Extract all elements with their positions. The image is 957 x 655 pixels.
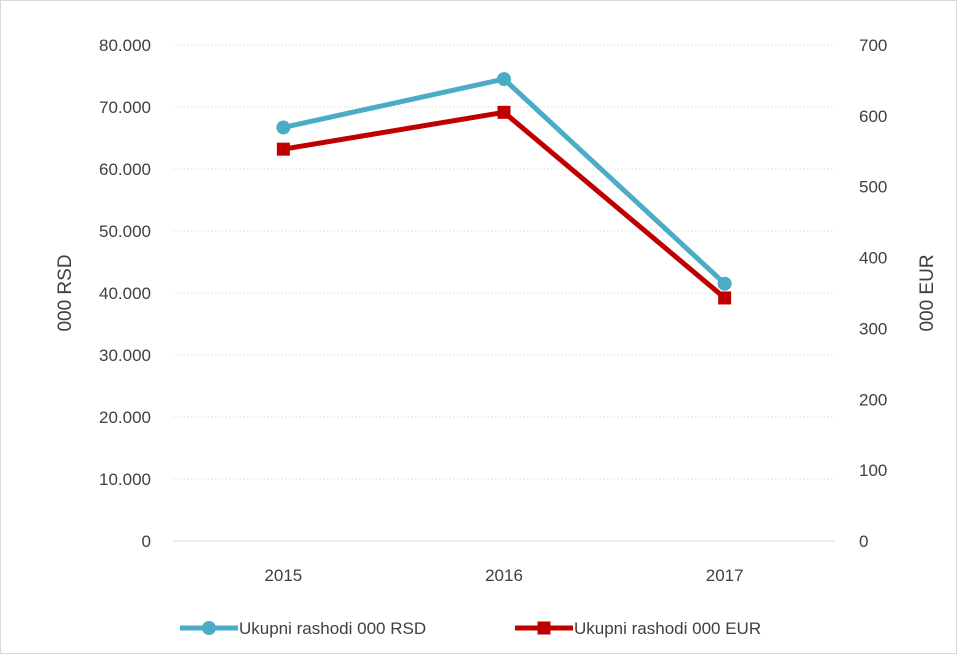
legend-eur-label: Ukupni rashodi 000 EUR [574,619,761,638]
left-tick-label: 20.000 [99,408,151,427]
right-tick-label: 500 [859,178,887,197]
left-tick-label: 40.000 [99,284,151,303]
left-tick-label: 50.000 [99,222,151,241]
left-tick-label: 60.000 [99,160,151,179]
legend-rsd-marker [202,621,216,635]
legend: Ukupni rashodi 000 RSD Ukupni rashodi 00… [180,619,761,638]
series-layer [276,72,732,305]
left-tick-label: 10.000 [99,470,151,489]
right-tick-label: 700 [859,36,887,55]
data-point-eur [276,142,290,156]
series-line-eur [282,109,727,300]
right-tick-label: 100 [859,461,887,480]
x-axis-ticks: 2015 2016 2017 [264,566,743,585]
right-tick-label: 300 [859,319,887,338]
data-point-eur [718,291,732,305]
legend-eur-marker [537,621,551,635]
data-point-rsd [717,276,732,291]
right-axis-ticks: 0 100 200 300 400 500 600 700 [859,36,887,551]
right-tick-label: 400 [859,249,887,268]
right-tick-label: 0 [859,532,868,551]
x-tick-label: 2016 [485,566,523,585]
data-point-eur [497,105,511,119]
left-tick-label: 70.000 [99,98,151,117]
x-tick-label: 2017 [706,566,744,585]
right-tick-label: 200 [859,390,887,409]
left-axis-ticks: 0 10.000 20.000 30.000 40.000 50.000 60.000 70.… [99,36,151,551]
data-point-rsd [276,120,291,135]
right-axis-title: 000 EUR [917,254,938,331]
left-axis-title: 000 RSD [55,254,76,331]
x-tick-label: 2015 [264,566,302,585]
right-tick-label: 600 [859,107,887,126]
legend-item-rsd[interactable]: Ukupni rashodi 000 RSD [180,619,426,638]
legend-item-eur[interactable]: Ukupni rashodi 000 EUR [515,619,761,638]
left-tick-label: 30.000 [99,346,151,365]
data-point-rsd [497,72,511,87]
left-tick-label: 0 [142,532,151,551]
legend-rsd-label: Ukupni rashodi 000 RSD [239,619,426,638]
left-tick-label: 80.000 [99,36,151,55]
